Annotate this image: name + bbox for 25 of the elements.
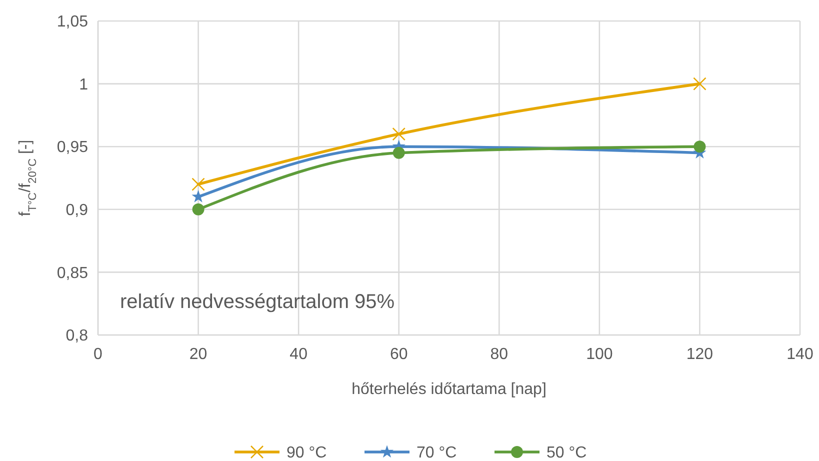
x-tick-label: 60: [390, 346, 408, 363]
point: [192, 203, 204, 216]
point: [392, 127, 406, 141]
y-tick-label: 0,85: [56, 264, 88, 282]
x-tick-label: 40: [290, 346, 308, 363]
point: [192, 178, 205, 191]
y-tick-label: 0,8: [66, 328, 88, 345]
y-tick-label: 0,95: [56, 139, 88, 156]
x-tick-label: 20: [189, 346, 208, 363]
legend-label: 90 °C: [286, 444, 327, 461]
x-axis-title: hőterhelés időtartama [nap]: [352, 381, 546, 398]
x-tick-label: 100: [586, 346, 613, 363]
legend-label: 70 °C: [416, 444, 457, 461]
y-tick-label: 0,9: [66, 202, 88, 219]
annotation: relatív nedvességtartalom 95%: [120, 291, 395, 313]
x-tick-label: 80: [490, 346, 508, 363]
legend-label: 50 °C: [546, 444, 587, 461]
point: [694, 140, 706, 153]
point: [392, 146, 405, 159]
x-tick-label: 0: [94, 346, 103, 363]
x-tick-label: 120: [686, 346, 714, 363]
y-tick-label: 1,05: [56, 14, 88, 31]
x-tick-label: 140: [786, 346, 814, 363]
point: [693, 77, 706, 90]
y-tick-label: 1: [79, 76, 88, 94]
